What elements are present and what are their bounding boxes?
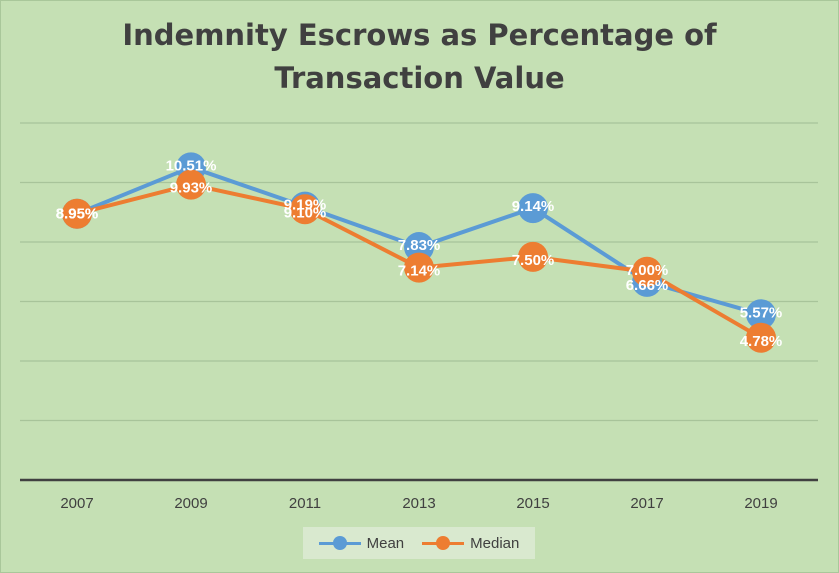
data-point-median bbox=[518, 241, 548, 272]
legend-label-mean: Mean bbox=[366, 534, 405, 552]
chart-title-line-1: Indemnity Escrows as Percentage of bbox=[122, 18, 717, 52]
chart-legend: Mean Median bbox=[303, 527, 535, 559]
data-point-median bbox=[62, 198, 92, 229]
data-label-mean: 10.51% bbox=[166, 157, 217, 174]
data-point-median bbox=[404, 252, 434, 283]
legend-swatch-median bbox=[422, 536, 465, 550]
data-label-median: 9.10% bbox=[284, 204, 327, 221]
data-label-mean: 5.57% bbox=[740, 304, 783, 321]
data-point-mean bbox=[746, 299, 776, 330]
legend-swatch-mean bbox=[318, 536, 361, 550]
data-label-median: 8.95% bbox=[56, 206, 99, 223]
legend-item-median[interactable]: Median bbox=[422, 535, 519, 552]
x-tick-label: 2011 bbox=[289, 495, 321, 512]
data-label-mean: 7.83% bbox=[398, 237, 441, 254]
data-label-median: 7.50% bbox=[512, 252, 555, 269]
data-point-median bbox=[290, 194, 320, 225]
x-tick-label: 2015 bbox=[516, 495, 549, 512]
data-point-median bbox=[632, 256, 662, 287]
data-label-mean: 9.19% bbox=[284, 197, 327, 214]
data-label-median: 4.78% bbox=[740, 333, 783, 350]
x-tick-label: 2007 bbox=[60, 495, 93, 512]
data-label-mean: 9.14% bbox=[512, 198, 555, 215]
x-tick-label: 2009 bbox=[174, 495, 207, 512]
data-label-mean: 8.95% bbox=[56, 206, 99, 223]
legend-item-mean[interactable]: Mean bbox=[318, 534, 405, 552]
data-label-mean: 6.66% bbox=[626, 277, 669, 294]
chart-title-line-2: Transaction Value bbox=[274, 61, 565, 95]
data-point-mean bbox=[404, 232, 434, 263]
data-label-median: 7.14% bbox=[398, 263, 441, 280]
x-tick-label: 2013 bbox=[402, 495, 435, 512]
data-point-median bbox=[176, 169, 206, 200]
data-point-mean bbox=[518, 193, 548, 224]
x-tick-label: 2017 bbox=[630, 495, 663, 512]
legend-label-median: Median bbox=[470, 534, 520, 552]
x-tick-label: 2019 bbox=[744, 495, 777, 512]
data-label-median: 7.00% bbox=[626, 262, 669, 279]
data-label-median: 9.93% bbox=[170, 180, 213, 197]
data-point-median bbox=[746, 322, 776, 353]
